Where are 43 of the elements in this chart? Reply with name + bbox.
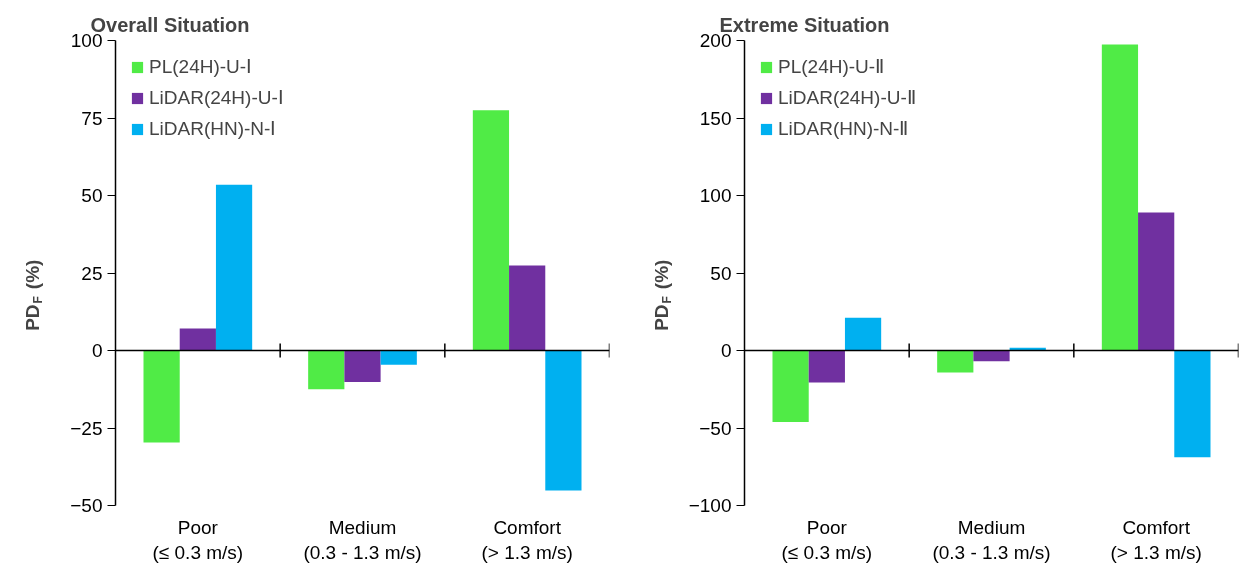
bar	[545, 350, 582, 491]
bar	[1174, 350, 1211, 458]
y-tick-label: 25	[81, 262, 103, 284]
bar	[808, 350, 845, 383]
y-tick-label: 75	[81, 107, 103, 129]
y-tick-label: 50	[81, 185, 103, 206]
y-tick-label: 50	[710, 262, 732, 284]
legend-label: LiDAR(24H)-U-Ⅱ	[778, 86, 916, 109]
y-tick-label: 0	[720, 340, 732, 361]
legend-label: PL(24H)-U-Ⅱ	[778, 55, 885, 78]
bar	[772, 350, 809, 423]
bar	[344, 350, 381, 383]
bar	[308, 350, 345, 390]
bar	[1138, 212, 1175, 351]
y-tick-label: −100	[688, 495, 732, 516]
y-axis-title: PDF (%)	[651, 259, 674, 331]
y-axis-title: PDF (%)	[22, 259, 45, 331]
bar	[937, 350, 974, 373]
bar	[143, 350, 180, 443]
bar	[1101, 44, 1139, 351]
bar	[380, 350, 417, 365]
bar	[509, 265, 546, 351]
x-tick-label: Poor (≤ 0.3 m/s)	[152, 516, 244, 563]
y-tick-label: 0	[91, 340, 103, 361]
y-tick-label: −50	[699, 417, 732, 439]
bar	[179, 328, 216, 351]
x-tick-label: Poor (≤ 0.3 m/s)	[781, 516, 873, 563]
legend-label: LiDAR(24H)-U-Ⅰ	[149, 86, 284, 109]
y-tick-label: 100	[699, 185, 732, 206]
legend-label: LiDAR(HN)-N-Ⅱ	[778, 117, 909, 140]
bar	[472, 110, 510, 351]
bar	[973, 350, 1010, 362]
x-tick-label: Medium (0.3 - 1.3 m/s)	[303, 516, 422, 563]
y-tick-label: 150	[699, 107, 732, 129]
legend-label: LiDAR(HN)-N-Ⅰ	[149, 117, 277, 140]
legend-label: PL(24H)-U-Ⅰ	[149, 55, 253, 78]
y-tick-label: −50	[70, 495, 103, 516]
bar	[844, 317, 882, 351]
bar	[215, 184, 253, 351]
x-tick-label: Comfort (> 1.3 m/s)	[481, 516, 573, 563]
y-tick-label: −25	[70, 417, 103, 439]
x-tick-label: Medium (0.3 - 1.3 m/s)	[932, 516, 1051, 563]
x-tick-label: Comfort (> 1.3 m/s)	[1110, 516, 1202, 563]
